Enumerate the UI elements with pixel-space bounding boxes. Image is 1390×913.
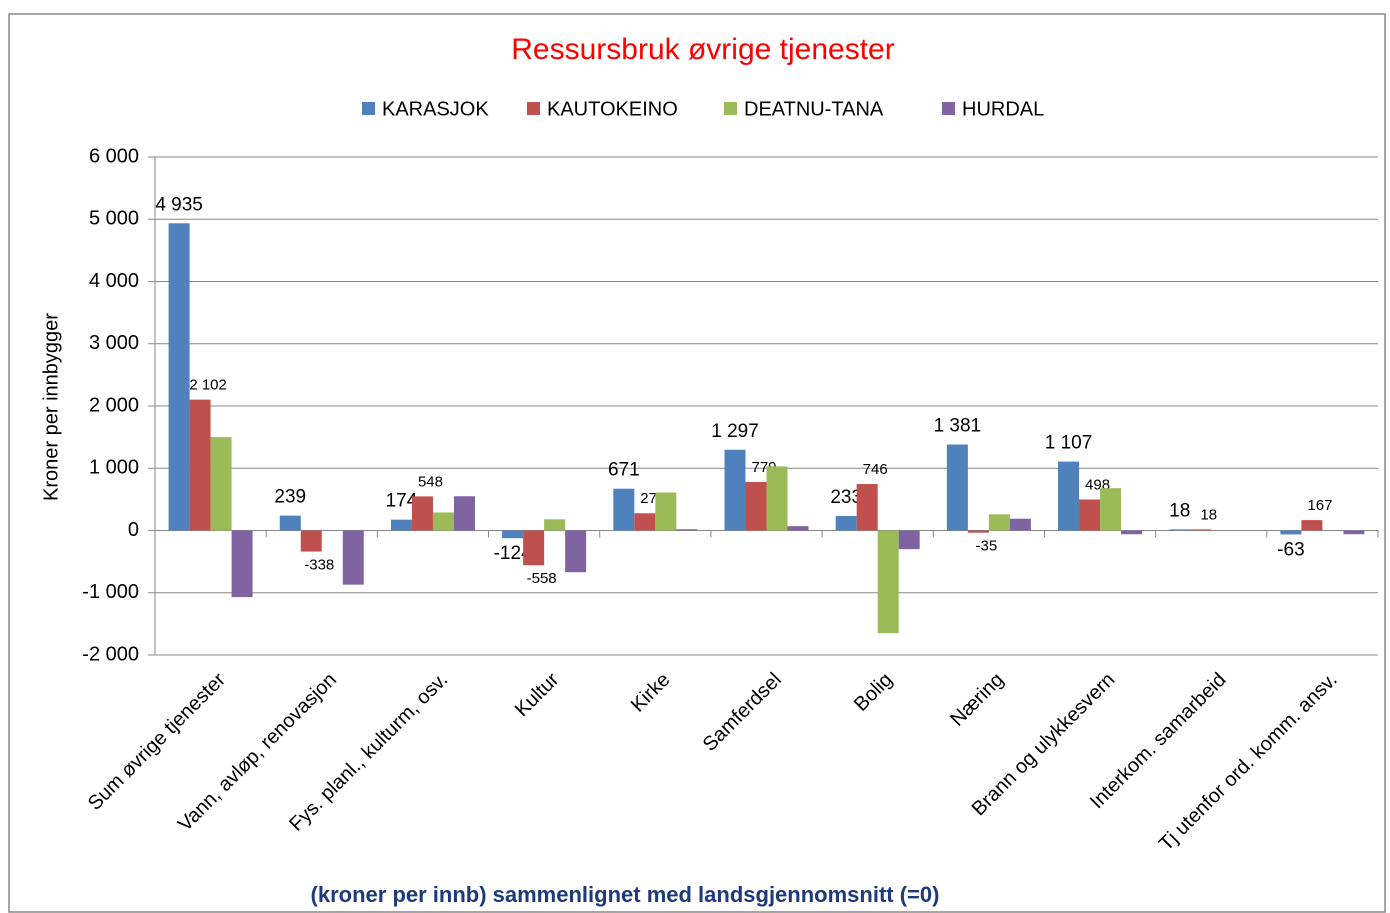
bar [988, 514, 1010, 531]
legend-label: DEATNU-TANA [744, 98, 884, 120]
bar [724, 449, 746, 531]
data-label: -338 [304, 557, 334, 574]
y-tick-label: 0 [128, 519, 139, 541]
bar [411, 496, 433, 531]
data-label: 548 [418, 473, 443, 490]
data-label: 1 381 [934, 416, 982, 437]
bar [1121, 530, 1143, 535]
bar [877, 530, 899, 634]
legend-swatch [724, 102, 737, 115]
legend-swatch [942, 102, 955, 115]
bar [189, 399, 211, 531]
y-axis-label: Kroner per innbygger [40, 313, 62, 501]
bar [1100, 488, 1122, 531]
y-tick-label: 2 000 [89, 394, 139, 416]
y-tick-label: -1 000 [82, 581, 139, 603]
data-label: 4 935 [155, 194, 203, 215]
y-tick-label: 3 000 [89, 332, 139, 354]
legend-swatch [527, 102, 540, 115]
bar [655, 492, 677, 531]
bar [168, 223, 190, 531]
chart-title: Ressursbruk øvrige tjenester [511, 33, 894, 66]
bar [1190, 529, 1212, 531]
y-tick-label: 1 000 [89, 457, 139, 479]
y-tick-label: -2 000 [82, 643, 139, 665]
data-label: 18 [1169, 500, 1190, 521]
legend-label: KAUTOKEINO [547, 98, 678, 120]
bar [766, 466, 788, 531]
bar [1079, 499, 1101, 531]
data-label: 239 [274, 487, 306, 508]
data-label: 167 [1307, 497, 1332, 514]
data-label: -558 [527, 570, 557, 587]
bar [1301, 520, 1323, 531]
bar [210, 437, 232, 531]
bar [967, 530, 989, 533]
bar [1343, 530, 1365, 535]
legend-label: KARASJOK [382, 98, 489, 120]
legend-label: HURDAL [962, 98, 1044, 120]
bar [432, 512, 454, 531]
y-tick-label: 4 000 [89, 270, 139, 292]
bar [835, 515, 857, 531]
bar [787, 526, 809, 531]
bar [565, 530, 587, 573]
bar [390, 519, 412, 531]
bar [544, 519, 566, 531]
data-label: 671 [608, 460, 640, 481]
bar [502, 530, 524, 539]
chart-border [8, 13, 1386, 913]
bar [342, 530, 364, 585]
bar [946, 444, 968, 531]
y-tick-label: 6 000 [89, 145, 139, 167]
legend-swatch [362, 102, 375, 115]
data-label: 1 297 [711, 421, 759, 442]
bar [523, 530, 545, 566]
data-label: -35 [976, 538, 998, 555]
bar [1280, 530, 1302, 535]
data-label: 18 [1200, 506, 1217, 523]
bar [634, 513, 656, 531]
data-label: 233 [830, 487, 862, 508]
bar [676, 529, 698, 531]
data-label: 1 107 [1045, 433, 1093, 454]
data-label: -63 [1277, 539, 1304, 560]
bar [856, 484, 878, 531]
bar [231, 530, 253, 598]
data-label: -124 [494, 543, 532, 564]
bar [745, 482, 767, 531]
data-label: 2 102 [189, 377, 227, 394]
bar [453, 496, 475, 531]
bar [1009, 518, 1031, 531]
y-tick-label: 5 000 [89, 208, 139, 230]
x-axis-label: (kroner per innb) sammenlignet med lands… [311, 882, 940, 907]
data-label: 746 [863, 461, 888, 478]
bar [1169, 529, 1191, 531]
data-label: 174 [386, 491, 418, 512]
bar [1058, 461, 1080, 531]
bar [300, 530, 322, 552]
bar [898, 530, 920, 550]
bar [613, 488, 635, 531]
bar [279, 515, 301, 531]
